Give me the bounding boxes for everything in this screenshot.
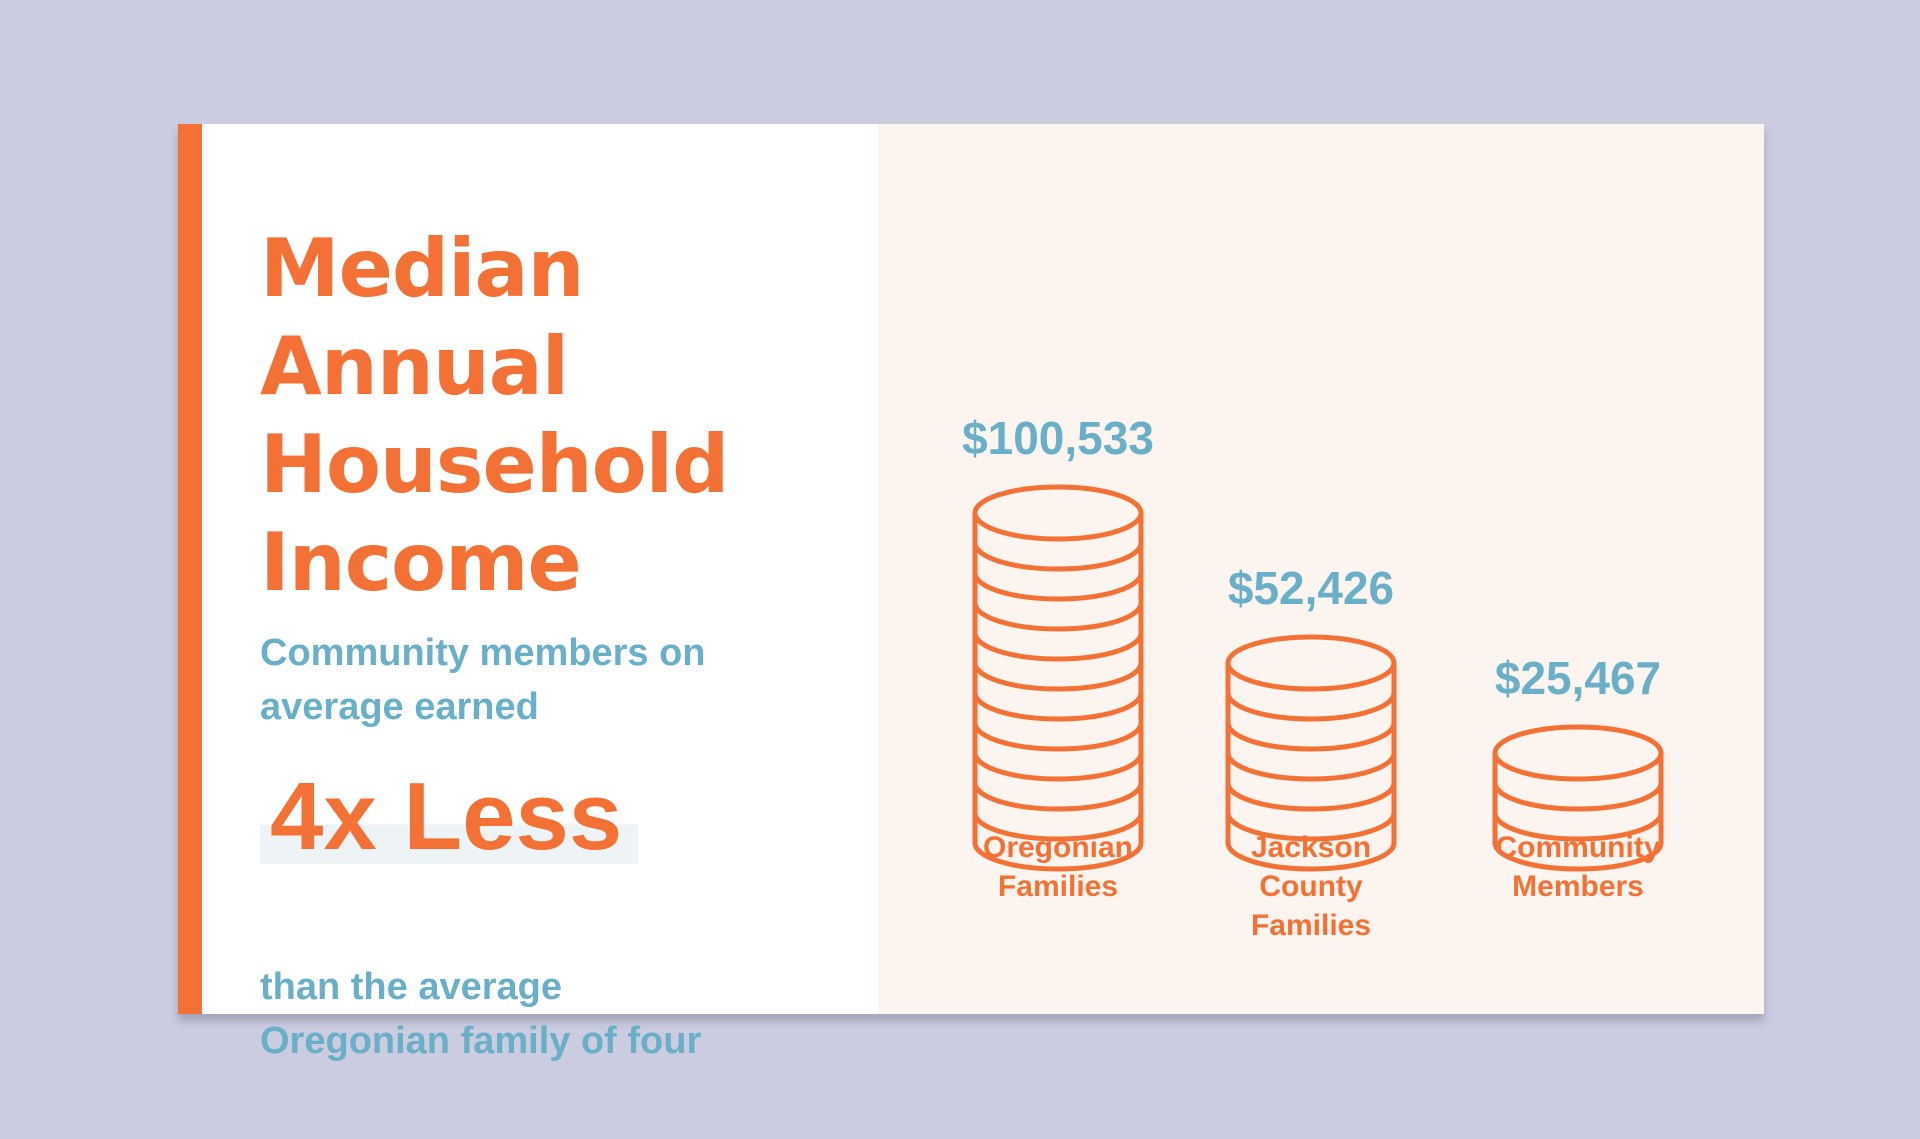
coin-divider — [1225, 690, 1397, 722]
subtitle-top: Community members on average earned — [260, 626, 706, 734]
coin-top — [1492, 724, 1664, 782]
coin-stack-body — [1225, 660, 1397, 872]
coin-divider — [1225, 750, 1397, 782]
coin-top — [1225, 634, 1397, 692]
coin-divider — [972, 810, 1144, 842]
coin-divider — [972, 630, 1144, 662]
coin-divider — [1492, 780, 1664, 812]
coin-divider — [1225, 720, 1397, 752]
coin-divider — [972, 600, 1144, 632]
coin-divider — [1492, 810, 1664, 842]
subtitle-line: average earned — [260, 686, 539, 728]
coin-stack — [1225, 634, 1397, 872]
category-label: Families — [1251, 909, 1371, 942]
title-line: Median — [260, 222, 585, 315]
category-label: Community — [1496, 831, 1661, 864]
category-label: Members — [1512, 870, 1644, 903]
category-label: Families — [998, 870, 1118, 903]
value-label: $52,426 — [1228, 562, 1394, 614]
subtitle-bottom: than the average Oregonian family of fou… — [260, 960, 701, 1068]
coin-top — [972, 484, 1144, 542]
title-line: Annual — [260, 320, 569, 413]
coin-divider — [972, 750, 1144, 782]
coin-stack-body — [1492, 750, 1664, 872]
coin-divider — [972, 690, 1144, 722]
subtitle-line: Oregonian family of four — [260, 1020, 702, 1062]
coin-divider — [972, 720, 1144, 752]
value-label: $100,533 — [962, 412, 1154, 464]
page-title: Median Annual Household Income — [260, 220, 820, 612]
coin-stack — [972, 484, 1144, 872]
category-label: County — [1259, 870, 1363, 903]
coin-divider — [972, 660, 1144, 692]
coin-divider — [1225, 810, 1397, 842]
coin-divider — [972, 570, 1144, 602]
coin-stack-chart: $100,533 Oregonian Families $52,426 Jackson C… — [962, 412, 1664, 942]
accent-bar — [178, 124, 202, 1014]
subtitle-line: Community members on — [260, 632, 706, 674]
title-line: Household — [260, 418, 729, 511]
title-line: Income — [260, 516, 582, 609]
coin-stack — [1492, 724, 1664, 872]
highlight-text: 4x Less — [260, 769, 639, 865]
infographic-card: Median Annual Household Income Community… — [178, 124, 1764, 1062]
category-label: Jackson — [1251, 831, 1371, 864]
category-label: Oregonian — [983, 831, 1133, 864]
subtitle-line: than the average — [260, 966, 562, 1008]
coin-divider — [972, 540, 1144, 572]
coin-divider — [1225, 780, 1397, 812]
coin-divider — [972, 780, 1144, 812]
value-label: $25,467 — [1495, 652, 1661, 704]
coin-stack-body — [972, 510, 1144, 872]
